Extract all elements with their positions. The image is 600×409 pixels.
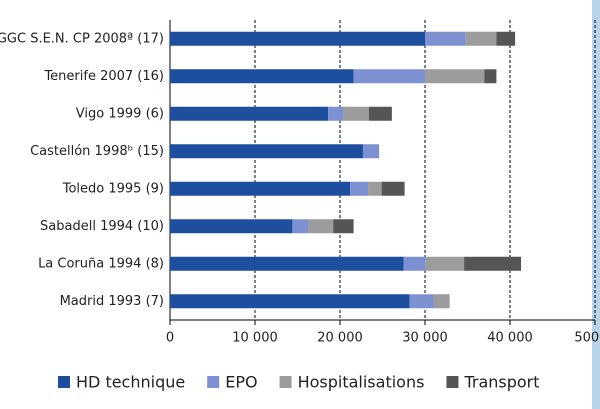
legend-label: Hospitalisations	[298, 373, 425, 392]
legend-label: Transport	[463, 373, 539, 392]
bar-segment	[328, 106, 344, 121]
bar-segment	[465, 31, 497, 46]
y-tick-label: Vigo 1999 (6)	[76, 106, 164, 121]
bar-segment	[170, 106, 329, 121]
y-tick-label: Toledo 1995 (9)	[62, 181, 164, 196]
bar-segment	[425, 256, 465, 271]
bar-segment	[308, 219, 334, 234]
side-strip	[592, 0, 600, 409]
bar-segment	[409, 294, 434, 309]
bar-segment	[433, 294, 450, 309]
x-tick-label: 10 000	[232, 331, 278, 346]
y-tick-label: Sabadell 1994 (10)	[40, 219, 164, 234]
bar-segment	[425, 31, 466, 46]
bar-segment	[170, 69, 354, 84]
bar-segment	[362, 144, 380, 159]
x-tick-label: 20 000	[317, 331, 363, 346]
bar-segment	[425, 69, 485, 84]
y-tick-label: GGC S.E.N. CP 2008ª (17)	[0, 31, 164, 46]
legend-swatch	[58, 376, 70, 388]
bar-segment	[484, 69, 497, 84]
bar-segment	[170, 219, 293, 234]
bar-segment	[350, 181, 369, 196]
legend-swatch	[207, 376, 220, 388]
bar-segment	[170, 256, 404, 271]
y-tick-label: Castellón 1998ᵇ (15)	[30, 144, 164, 159]
x-tick-label: 0	[166, 331, 174, 346]
y-tick-label: Madrid 1993 (7)	[60, 294, 164, 309]
bar-segment	[368, 106, 392, 121]
legend: HD technique EPO Hospitalisations Transport	[58, 373, 540, 392]
bar-segment	[496, 31, 516, 46]
bar-segment	[170, 294, 410, 309]
legend-label: EPO	[225, 373, 257, 392]
bar-segment	[170, 181, 351, 196]
legend-label: HD technique	[76, 373, 185, 392]
bar-segment	[170, 144, 363, 159]
bar-segment	[343, 106, 369, 121]
x-tick-label: 40 000	[487, 331, 533, 346]
y-tick-label: Tenerife 2007 (16)	[43, 69, 164, 84]
bar-segment	[292, 219, 309, 234]
bar-segment	[333, 219, 354, 234]
bar-segment	[403, 256, 426, 271]
bar-segment	[353, 69, 425, 84]
x-tick-label: 30 000	[402, 331, 448, 346]
bar-segment	[464, 256, 522, 271]
bar-segment	[381, 181, 405, 196]
legend-swatch	[446, 376, 459, 388]
legend-swatch	[279, 376, 292, 388]
bar-segment	[368, 181, 382, 196]
x-tick-label: 50000	[574, 331, 600, 346]
y-tick-label: La Coruña 1994 (8)	[38, 256, 164, 271]
bar-segment	[170, 31, 425, 46]
